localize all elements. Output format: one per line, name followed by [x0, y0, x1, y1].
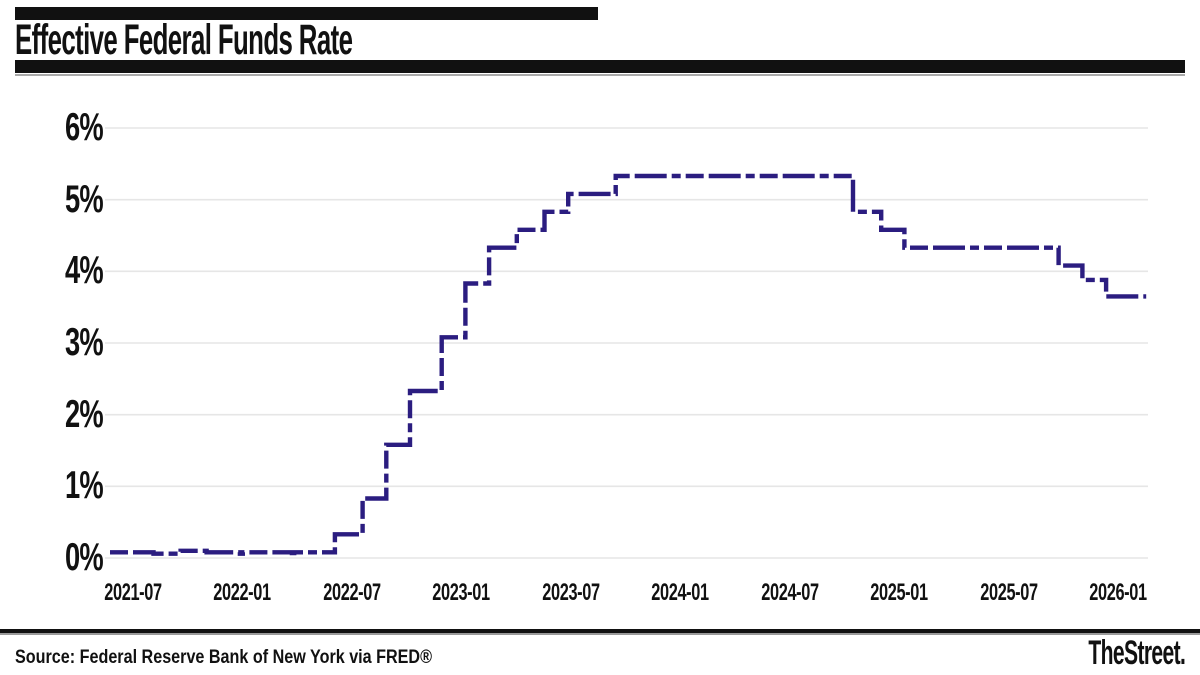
page-title: Effective Federal Funds Rate [15, 16, 353, 64]
title-divider-shadow [15, 74, 1185, 76]
x-tick-label-2024-07: 2024-07 [761, 579, 819, 606]
thestreet-logo: TheStreet. [1088, 634, 1186, 672]
footer-divider-bar [0, 629, 1200, 633]
x-tick-label-2025-01: 2025-01 [870, 579, 928, 606]
y-tick-label-5%: 5% [64, 178, 104, 221]
x-tick-label-2024-01: 2024-01 [651, 579, 709, 606]
source-attribution: Source: Federal Reserve Bank of New York… [15, 647, 433, 668]
x-tick-label-2026-01: 2026-01 [1089, 579, 1147, 606]
y-tick-label-6%: 6% [64, 106, 104, 149]
x-tick-label-2021-07: 2021-07 [104, 579, 162, 606]
x-tick-label-2023-01: 2023-01 [432, 579, 490, 606]
y-tick-label-2%: 2% [64, 393, 104, 436]
x-tick-label-2022-01: 2022-01 [213, 579, 271, 606]
rate-step-line [110, 173, 1147, 556]
y-tick-label-0%: 0% [64, 536, 104, 579]
gridlines [105, 127, 1148, 559]
x-tick-label-2025-07: 2025-07 [980, 579, 1038, 606]
y-tick-label-1%: 1% [64, 464, 104, 507]
y-tick-label-3%: 3% [64, 321, 104, 364]
top-accent-bar [15, 7, 598, 20]
y-tick-label-4%: 4% [64, 249, 104, 292]
footer-divider-shadow [0, 633, 1200, 635]
title-divider-bar [15, 60, 1185, 73]
x-tick-label-2022-07: 2022-07 [323, 579, 381, 606]
x-tick-label-2023-07: 2023-07 [542, 579, 600, 606]
